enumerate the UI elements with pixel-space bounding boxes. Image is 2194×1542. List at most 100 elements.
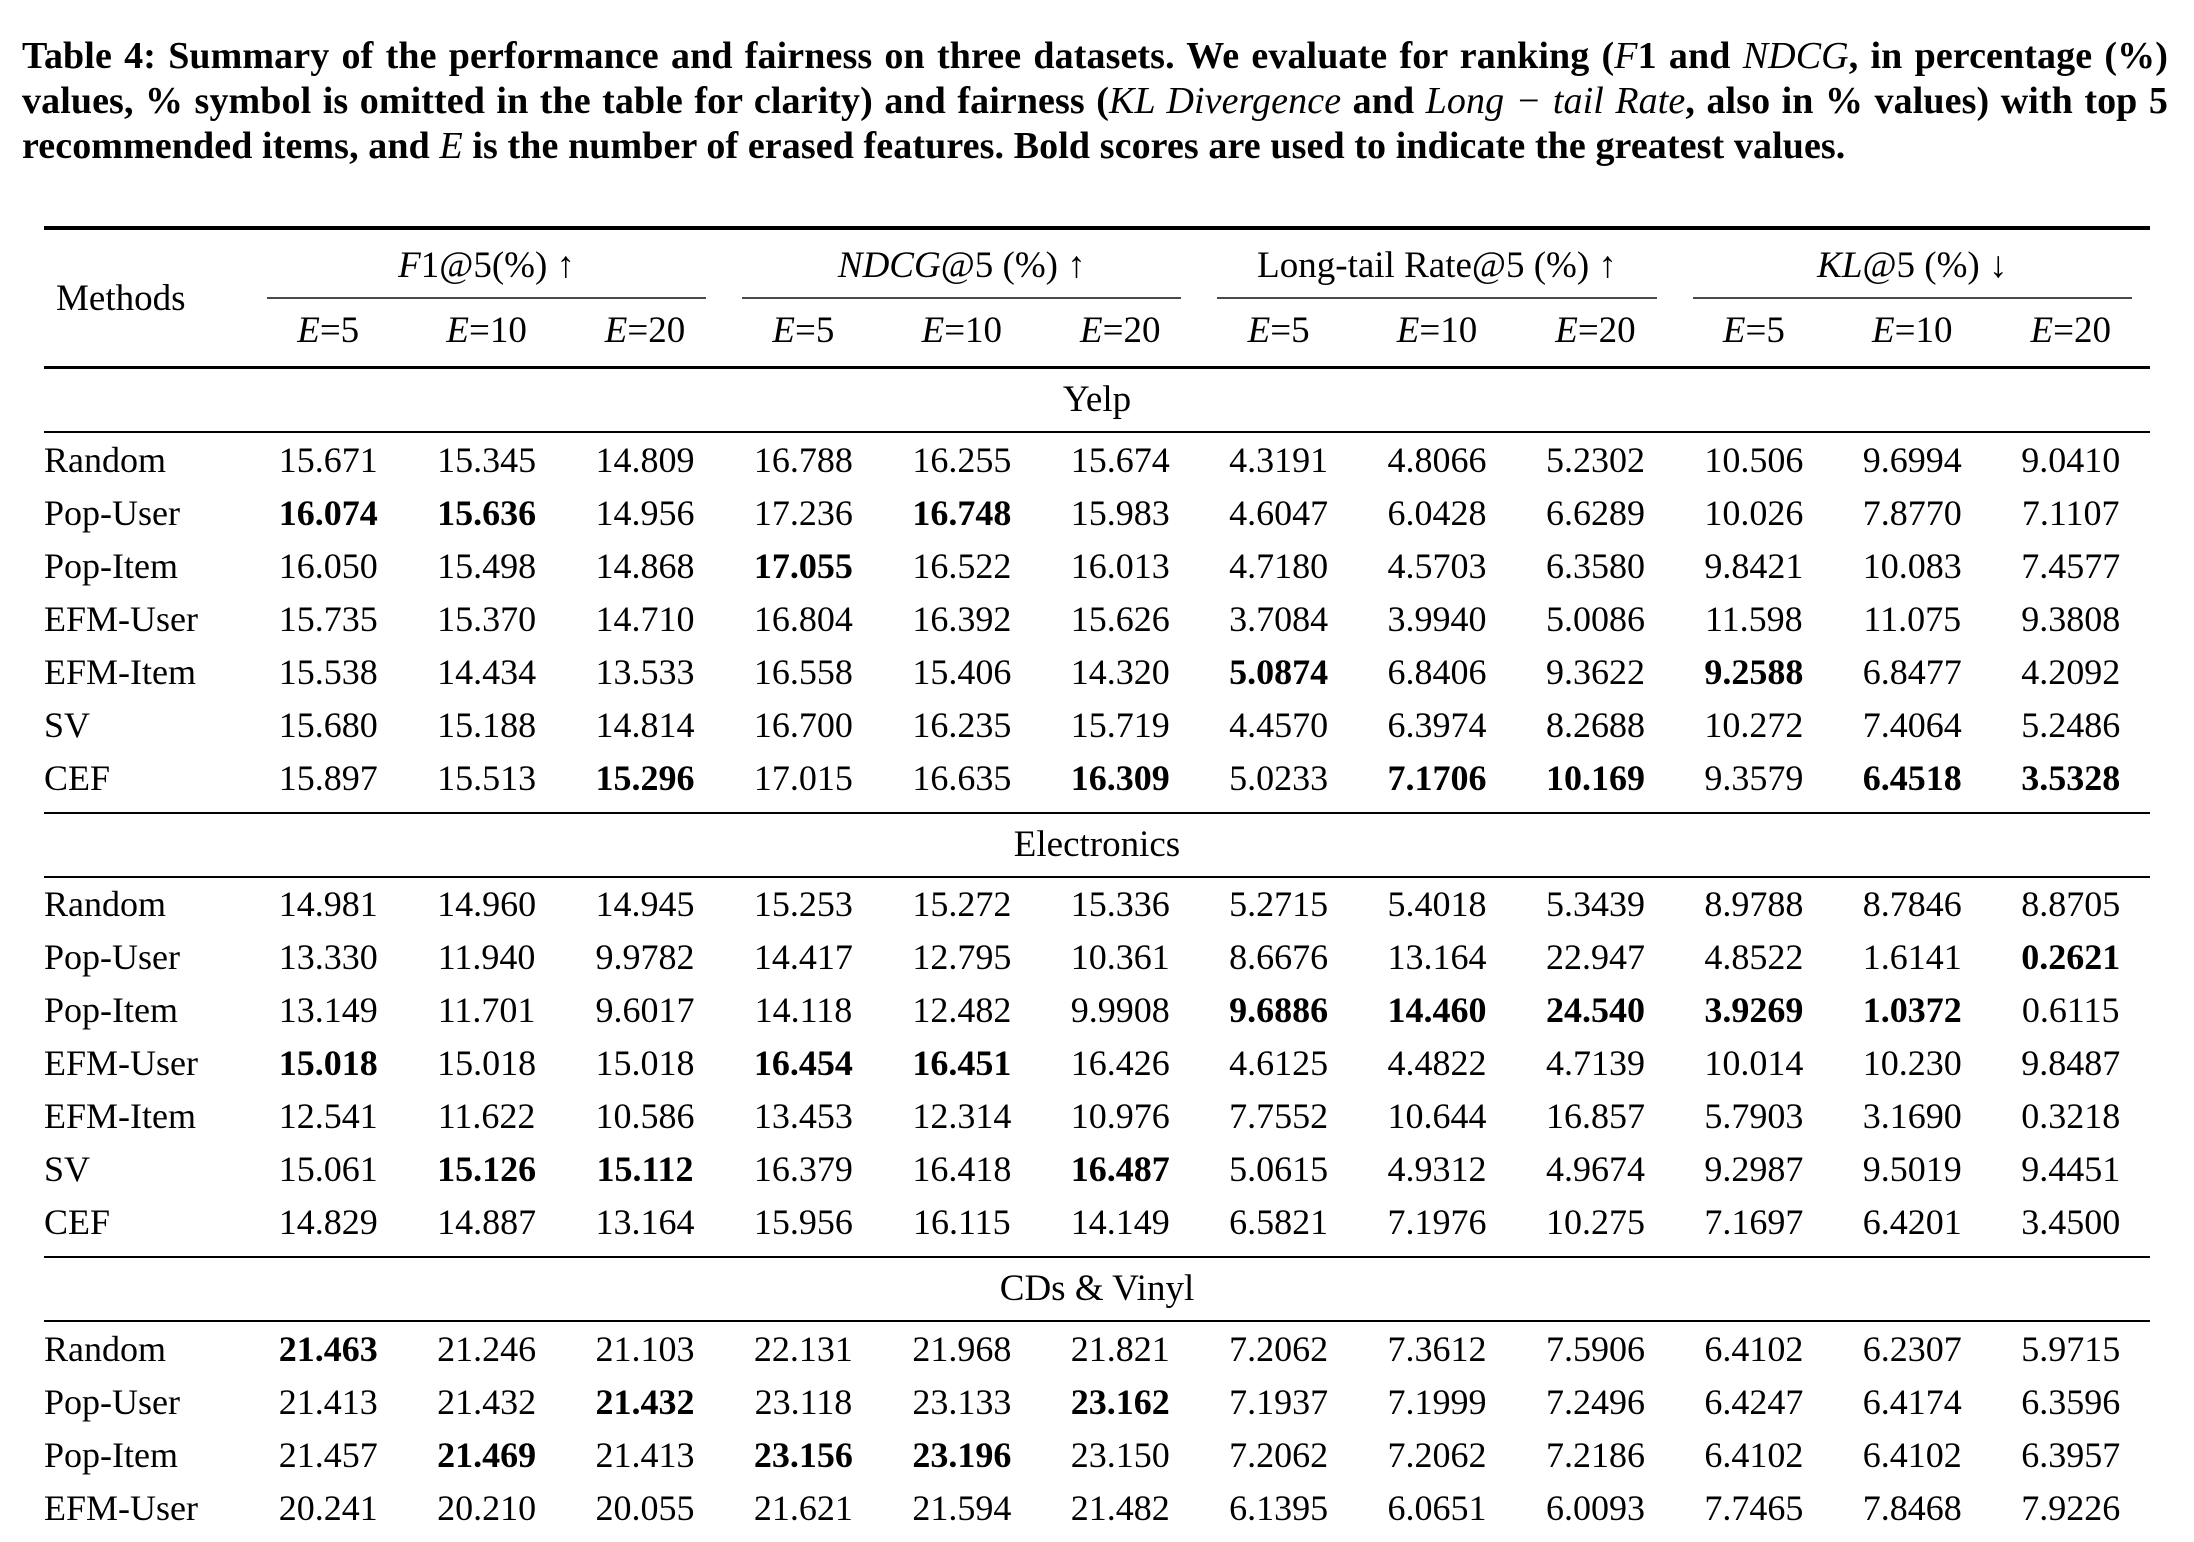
value-cell: 4.6047 xyxy=(1229,492,1329,533)
value-cell: 15.406 xyxy=(912,651,1012,692)
value-cell: 4.7180 xyxy=(1229,545,1329,586)
method-name: Pop-User xyxy=(44,492,180,533)
value-cell: 10.230 xyxy=(1862,1043,1962,1084)
value-cell: 16.788 xyxy=(753,439,853,480)
value-cell: 16.115 xyxy=(912,1202,1011,1243)
value-cell-best: 21.463 xyxy=(278,1328,378,1369)
value-cell: 23.133 xyxy=(912,1381,1012,1422)
column-group-f1: F1@5(%) ↑ xyxy=(249,228,724,300)
table-row: EFM-Item 15.538 14.434 13.533 16.558 15.406 14… xyxy=(44,645,2150,698)
value-cell: 14.118 xyxy=(754,990,853,1031)
value-cell-best: 0.2621 xyxy=(2021,937,2121,978)
value-cell: 6.3974 xyxy=(1387,704,1487,745)
value-cell: 21.621 xyxy=(753,1487,853,1528)
method-name: Random xyxy=(44,439,166,480)
value-cell-best: 4.9896 xyxy=(1675,1534,1833,1542)
dataset-section-electronics: Electronics Random 14.981 14.960 14.945 15.25… xyxy=(44,811,2150,1258)
value-cell: 16.857 xyxy=(1545,1096,1645,1137)
value-cell-best: 3.9269 xyxy=(1704,990,1804,1031)
dataset-section-cds-vinyl: CDs & Vinyl Random 21.463 21.246 21.103 22.13… xyxy=(44,1256,2150,1542)
value-cell: 9.3579 xyxy=(1704,757,1804,798)
value-cell: 14.434 xyxy=(437,651,537,692)
method-name: Pop-User xyxy=(44,1381,180,1422)
value-cell: 21.968 xyxy=(912,1328,1012,1369)
value-cell: 15.018 xyxy=(437,1043,537,1084)
value-cell: 9.3808 xyxy=(2021,598,2121,639)
value-cell: 15.538 xyxy=(278,651,378,692)
value-cell: 12.541 xyxy=(278,1096,378,1137)
value-cell: 7.2062 xyxy=(1229,1434,1329,1475)
section-title: Electronics xyxy=(44,811,2150,878)
column-subheader: E=20 xyxy=(2030,310,2111,352)
value-cell-best: 15.296 xyxy=(595,757,695,798)
value-cell: 6.4247 xyxy=(1704,1381,1804,1422)
value-cell: 18.619 xyxy=(1041,1534,1199,1542)
value-cell: 8.9788 xyxy=(1704,884,1804,925)
method-name: EFM-Item xyxy=(44,1534,249,1542)
method-name: EFM-User xyxy=(44,1487,198,1528)
value-cell-best: 23.162 xyxy=(1070,1381,1170,1422)
value-cell: 12.795 xyxy=(912,937,1012,978)
value-cell: 7.2186 xyxy=(1545,1434,1645,1475)
caption-text-segment: , also in % values) with top 5 recommend… xyxy=(22,79,2168,167)
value-cell: 16.235 xyxy=(912,704,1012,745)
value-cell-best: 16.074 xyxy=(278,492,378,533)
section-header-row: Yelp xyxy=(44,366,2150,434)
value-cell: 14.887 xyxy=(437,1202,537,1243)
value-cell: 13.453 xyxy=(753,1096,853,1137)
table-row: EFM-Item19.96818.38117.15921.65319.97218… xyxy=(44,1534,2150,1542)
caption-text-segment: is the number of erased features. Bold s… xyxy=(462,124,1846,167)
group-header-row: Methods F1@5(%) ↑ NDCG@5 (%) ↑ Long-tail… xyxy=(44,228,2150,319)
value-cell: 19.968 xyxy=(249,1534,407,1542)
value-cell: 11.598 xyxy=(1705,598,1803,639)
value-cell-best: 16.309 xyxy=(1070,757,1170,798)
value-cell: 23.118 xyxy=(754,1381,853,1422)
value-cell: 15.671 xyxy=(278,439,378,480)
value-cell: 9.3622 xyxy=(1545,651,1645,692)
value-cell: 4.2092 xyxy=(2021,651,2121,692)
value-cell: 8.6676 xyxy=(1229,937,1329,978)
method-name: Pop-Item xyxy=(44,1434,178,1475)
value-cell: 15.018 xyxy=(595,1043,695,1084)
column-subheader: E=10 xyxy=(446,310,527,352)
value-cell: 16.522 xyxy=(912,545,1012,586)
section-title: CDs & Vinyl xyxy=(44,1256,2150,1323)
value-cell: 16.700 xyxy=(753,704,853,745)
value-cell: 21.594 xyxy=(912,1487,1012,1528)
value-cell: 15.272 xyxy=(912,884,1012,925)
value-cell-best: 16.487 xyxy=(1070,1149,1170,1190)
value-cell: 17.015 xyxy=(753,757,853,798)
table-row: EFM-Item 12.541 11.622 10.586 13.453 12.314 10… xyxy=(44,1090,2150,1143)
table-row: EFM-User 15.018 15.018 15.018 16.454 16.451 16… xyxy=(44,1037,2150,1090)
value-cell: 4.5703 xyxy=(1387,545,1487,586)
value-cell: 16.255 xyxy=(912,439,1012,480)
value-cell: 5.3439 xyxy=(1545,884,1645,925)
value-cell: 4.3191 xyxy=(1229,439,1329,480)
value-cell-best: 23.196 xyxy=(912,1434,1012,1475)
value-cell: 7.1976 xyxy=(1387,1202,1487,1243)
section-title: Yelp xyxy=(44,366,2150,434)
method-name: Pop-Item xyxy=(44,545,178,586)
value-cell: 21.413 xyxy=(595,1434,695,1475)
table-header: Methods F1@5(%) ↑ NDCG@5 (%) ↑ Long-tail… xyxy=(44,228,2150,368)
value-cell: 14.829 xyxy=(278,1202,378,1243)
column-subheader: E=10 xyxy=(921,310,1003,352)
value-cell: 15.336 xyxy=(1070,884,1170,925)
value-cell-best: 16.748 xyxy=(912,492,1012,533)
value-cell: 20.210 xyxy=(437,1487,537,1528)
column-subheader: E=5 xyxy=(772,310,835,352)
value-cell: 7.9226 xyxy=(2021,1487,2121,1528)
value-cell: 16.804 xyxy=(753,598,853,639)
method-name: EFM-Item xyxy=(44,1096,196,1137)
method-name: CEF xyxy=(44,1202,111,1243)
table-row: EFM-User 15.735 15.370 14.710 16.804 16.392 15… xyxy=(44,592,2150,645)
value-cell: 9.4451 xyxy=(2021,1149,2121,1190)
value-cell-best: 21.432 xyxy=(595,1381,695,1422)
value-cell: 10.026 xyxy=(1704,492,1804,533)
value-cell: 16.426 xyxy=(1070,1043,1170,1084)
value-cell: 15.735 xyxy=(278,598,378,639)
table-row: EFM-User 20.241 20.210 20.055 21.621 21.594 21… xyxy=(44,1481,2150,1534)
value-cell: 14.417 xyxy=(753,937,853,978)
caption-text-segment: Table 4: Summary of the performance and … xyxy=(22,35,1615,77)
value-cell: 9.6994 xyxy=(1862,439,1962,480)
